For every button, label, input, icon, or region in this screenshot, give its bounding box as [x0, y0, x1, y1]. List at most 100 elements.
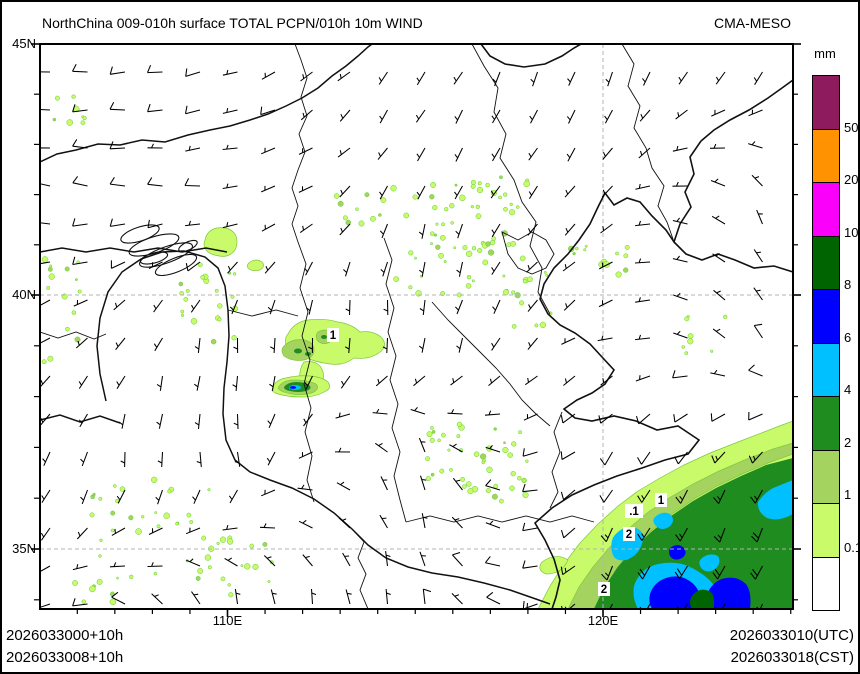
legend-unit: mm [814, 46, 836, 61]
border-path [351, 528, 369, 609]
wind-barb [372, 408, 388, 415]
wind-barb [522, 600, 538, 609]
wind-barb [109, 101, 126, 111]
wind-barb [600, 375, 613, 386]
river-path [96, 250, 551, 605]
speckle [355, 207, 359, 211]
speckle [523, 180, 530, 188]
wind-barb [338, 517, 351, 529]
wind-barb [76, 527, 88, 540]
wind-barb [261, 71, 276, 80]
wind-barb [147, 64, 163, 74]
speckle [65, 326, 70, 332]
wind-barb [111, 527, 126, 536]
speckle [153, 571, 158, 576]
wind-barb [190, 299, 201, 313]
wind-barb [302, 554, 313, 567]
wind-barb [303, 413, 313, 427]
wind-barb [715, 71, 726, 85]
speckle [54, 95, 60, 101]
wind-barb [419, 475, 427, 491]
wind-barb [40, 337, 51, 344]
speckle [201, 535, 207, 541]
wind-barb [185, 220, 201, 227]
lon-tick-label: 120E [587, 613, 619, 628]
speckle [439, 468, 445, 474]
precip-area [294, 348, 302, 354]
wind-barb [605, 71, 613, 87]
speckle [470, 205, 474, 209]
geography-layer [40, 44, 793, 609]
legend-color-step [813, 76, 839, 129]
speckle [584, 244, 588, 248]
coastline-path [673, 241, 793, 273]
speckle [447, 448, 451, 452]
wind-barb [308, 337, 314, 354]
wind-barb [635, 375, 651, 382]
speckle [507, 452, 513, 458]
wind-barb [334, 447, 351, 453]
speckle [185, 288, 190, 293]
wind-barb [485, 520, 501, 529]
speckle [425, 456, 431, 462]
speckle [98, 496, 103, 501]
init-time-line-2: 2026033008+10h [6, 649, 124, 666]
speckle [217, 317, 222, 322]
wind-barb [527, 299, 538, 312]
speckle [509, 485, 515, 492]
wind-barb [378, 71, 388, 85]
wind-barb [234, 451, 241, 467]
speckle [217, 303, 223, 309]
wind-barb [635, 297, 651, 303]
wind-barb [454, 147, 463, 162]
wind-barb [147, 562, 163, 568]
speckle [92, 492, 96, 497]
speckle [491, 493, 498, 500]
speckle [687, 333, 694, 339]
speckle [180, 309, 185, 314]
speckle [466, 481, 472, 487]
wind-barb [110, 260, 126, 269]
speckle [408, 285, 413, 290]
wind-barb [42, 451, 51, 466]
lon-tick-label: 110E [212, 613, 243, 628]
speckle [128, 515, 134, 521]
speckle [52, 117, 57, 122]
wind-barb [711, 451, 726, 464]
wind-barb [147, 219, 163, 229]
border-path [549, 411, 563, 509]
speckle [443, 260, 447, 264]
wind-barb [674, 565, 688, 579]
wind-barb [342, 552, 351, 567]
coastline-path [480, 44, 582, 68]
wind-barb [485, 479, 501, 491]
chart-title: NorthChina 009-010h surface TOTAL PCPN/0… [42, 15, 423, 31]
wind-barb [151, 593, 163, 605]
speckle [426, 431, 433, 438]
speckle [113, 484, 117, 488]
speckle [449, 468, 453, 472]
wind-barb [184, 105, 201, 115]
precip-area [246, 259, 264, 272]
speckle [227, 583, 231, 587]
wind-barb [637, 527, 651, 541]
wind-barb [300, 71, 313, 82]
speckle [437, 438, 441, 443]
wind-barb [416, 71, 426, 86]
precip-area [699, 554, 720, 572]
wind-barb [751, 527, 763, 543]
wind-barb [260, 106, 276, 116]
wind-barb [234, 589, 241, 605]
speckle [135, 528, 142, 535]
wind-barb [383, 299, 389, 316]
wind-barb [340, 375, 351, 389]
mountain-contour [178, 239, 198, 253]
speckle [430, 231, 435, 236]
river-path [40, 44, 373, 163]
wind-barb [72, 256, 88, 266]
speckle [473, 451, 480, 457]
speckle [502, 446, 509, 454]
speckle [499, 175, 503, 180]
wind-barb [488, 375, 501, 387]
speckle [180, 313, 185, 317]
